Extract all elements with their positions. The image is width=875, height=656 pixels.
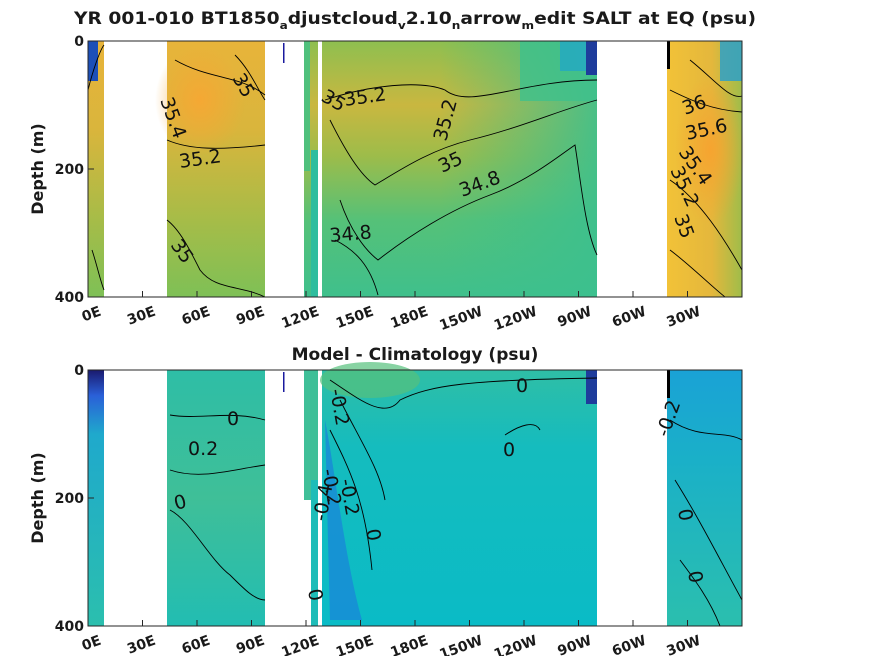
x-tick-label: 180E xyxy=(388,304,430,332)
x-tick-label: 90W xyxy=(556,633,594,656)
maritime-strip-1 xyxy=(304,370,318,500)
x-tick-label: 90E xyxy=(234,304,267,329)
y-tick-label: 200 xyxy=(55,162,84,178)
atlantic-west-edge xyxy=(667,41,670,69)
top-panel: 35.4 35 35.2 35 35.2 35.2 35 34.8 34.8 3… xyxy=(28,9,756,334)
contour-label: 34.8 xyxy=(329,221,373,247)
land-marker xyxy=(283,372,285,392)
x-tick-label: 60E xyxy=(180,633,213,656)
atlantic-west-edge xyxy=(667,370,670,398)
x-tick-label: 0E xyxy=(80,304,104,326)
x-tick-label: 150E xyxy=(334,633,376,656)
bottom-chart-title: Model - Climatology (psu) xyxy=(292,345,539,365)
contour-label: 0 xyxy=(303,587,327,603)
indian-ocean-field xyxy=(167,370,265,626)
contour-label: 0 xyxy=(683,569,707,585)
top-y-ticks: 0 200 400 xyxy=(55,34,94,306)
maritime-strip-1-top xyxy=(304,41,310,171)
x-tick-label: 60W xyxy=(610,633,648,656)
ocean-strip-west xyxy=(88,41,104,297)
pacific-fresh-tongue xyxy=(325,420,362,620)
x-tick-label: 90W xyxy=(556,304,594,331)
ocean-strip-west xyxy=(88,370,104,626)
y-tick-label: 0 xyxy=(74,363,84,379)
top-chart-title: YR 001-010 BT1850 adjustcloud v2.10 narrow m… xyxy=(73,9,756,32)
pacific-east-edge xyxy=(586,370,597,404)
x-tick-label: 0E xyxy=(80,633,104,655)
surface-anomaly-west xyxy=(88,41,98,81)
y-tick-label: 400 xyxy=(55,290,84,306)
contour-label: 0 xyxy=(172,490,189,514)
y-tick-label: 0 xyxy=(74,34,84,50)
contour-label: 0 xyxy=(516,375,528,397)
maritime-strip-1-low xyxy=(311,150,318,297)
pacific-field xyxy=(322,370,597,626)
x-tick-label: 90E xyxy=(234,633,267,656)
top-y-axis-label: Depth (m) xyxy=(28,123,47,215)
indian-salinity-max xyxy=(155,45,245,155)
x-tick-label: 60W xyxy=(610,304,648,331)
x-tick-label: 30E xyxy=(125,633,158,656)
bottom-panel: 0 0.2 0 -0.2 -0.2 -0.2 -0.4 0 0 0 0 -0.2… xyxy=(28,345,743,656)
bottom-y-ticks: 0 200 400 xyxy=(55,363,94,635)
atlantic-salinity-max xyxy=(675,75,745,225)
x-tick-label: 180E xyxy=(388,633,430,656)
bottom-y-axis-label: Depth (m) xyxy=(28,452,47,544)
contour-label: 0.2 xyxy=(188,438,218,460)
pacific-east-edge xyxy=(586,41,597,75)
x-tick-label: 120W xyxy=(492,304,539,334)
x-tick-label: 60E xyxy=(180,304,213,329)
x-tick-label: 150W xyxy=(437,633,484,656)
atlantic-surface-fresh xyxy=(720,41,742,81)
x-tick-label: 30E xyxy=(125,304,158,329)
top-contours xyxy=(87,44,743,298)
x-tick-label: 120E xyxy=(279,633,321,656)
bottom-contours xyxy=(169,377,743,627)
maritime-strip-1-low xyxy=(311,480,318,626)
contour-label: 0 xyxy=(361,527,385,543)
y-tick-label: 400 xyxy=(55,619,84,635)
contour-label: 0 xyxy=(503,439,515,461)
x-tick-label: 30W xyxy=(665,633,703,656)
land-marker xyxy=(283,43,285,63)
x-tick-label: 150W xyxy=(437,304,484,334)
x-tick-label: 120E xyxy=(279,304,321,332)
contour-label: 0 xyxy=(227,408,239,430)
x-tick-label: 30W xyxy=(665,304,703,331)
x-tick-label: 120W xyxy=(492,633,539,656)
bottom-plot-area xyxy=(88,362,742,626)
x-tick-label: 150E xyxy=(334,304,376,332)
atlantic-field xyxy=(667,370,742,626)
pacific-surface-positive xyxy=(320,362,420,398)
contour-label: 0 xyxy=(673,507,697,523)
y-tick-label: 200 xyxy=(55,491,84,507)
